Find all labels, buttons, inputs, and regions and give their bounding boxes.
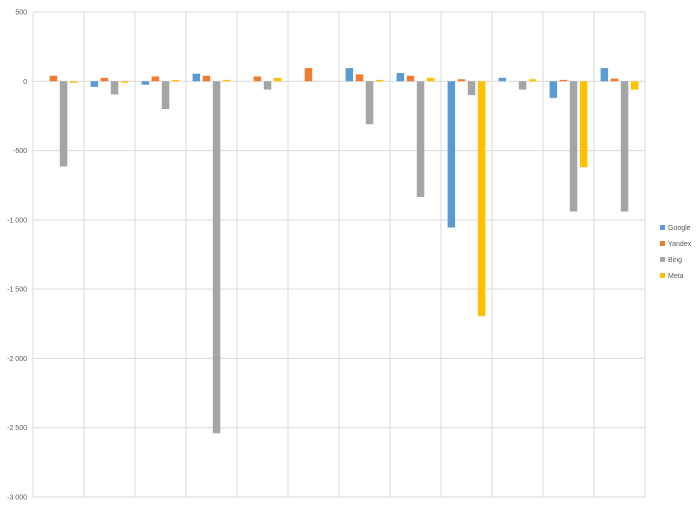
legend-swatch-google — [660, 225, 665, 230]
bar-yandex-4 — [202, 75, 211, 82]
bar-meta-4 — [222, 79, 231, 82]
bar-meta-2 — [120, 81, 129, 83]
bar-meta-1 — [69, 81, 78, 83]
bar-bing-11 — [569, 81, 578, 212]
grid-lines — [32, 11, 646, 498]
legend-swatch-bing — [660, 257, 665, 262]
bar-google-7 — [345, 68, 354, 82]
legend-swatch-meta — [660, 273, 665, 278]
bar-google-3 — [141, 81, 150, 85]
bar-yandex-1 — [49, 75, 58, 82]
legend-label-yandex: Yandex — [668, 241, 692, 248]
bar-google-9 — [447, 81, 456, 228]
bar-bing-3 — [161, 81, 170, 109]
y-tick-label: -500 — [13, 148, 27, 155]
bar-yandex-11 — [559, 79, 568, 82]
bar-yandex-12 — [610, 78, 619, 82]
bar-yandex-3 — [151, 76, 160, 82]
bar-google-11 — [549, 81, 558, 98]
bar-yandex-2 — [100, 77, 109, 82]
bar-bing-4 — [212, 81, 221, 434]
y-tick-label: -3 000 — [7, 495, 27, 502]
bar-yandex-6 — [304, 68, 313, 82]
bar-yandex-9 — [457, 79, 466, 82]
y-tick-label: -1 000 — [7, 217, 27, 224]
bar-meta-9 — [477, 81, 486, 317]
legend-label-bing: Bing — [668, 257, 682, 264]
y-tick-label: 500 — [15, 10, 27, 17]
bar-google-10 — [498, 77, 507, 82]
bar-bing-1 — [59, 81, 68, 167]
legend: Google Yandex Bing Meta — [660, 225, 692, 280]
bars — [49, 68, 639, 434]
bar-google-2 — [90, 81, 99, 87]
bar-google-8 — [396, 72, 405, 82]
bar-bing-10 — [518, 81, 527, 90]
bar-bing-2 — [110, 81, 119, 95]
bar-google-12 — [600, 68, 609, 82]
y-tick-label: -1 500 — [7, 287, 27, 294]
y-tick-label: -2 000 — [7, 356, 27, 363]
y-axis: 500 0 -500 -1 000 -1 500 -2 000 -2 500 -3 000 — [7, 10, 27, 502]
legend-swatch-yandex — [660, 241, 665, 246]
bar-meta-5 — [273, 77, 282, 82]
bar-meta-12 — [630, 81, 639, 90]
bar-yandex-7 — [355, 74, 364, 82]
y-tick-label: 0 — [23, 79, 27, 86]
bar-meta-11 — [579, 81, 588, 168]
bar-bing-8 — [416, 81, 425, 197]
bar-yandex-8 — [406, 75, 415, 82]
legend-label-google: Google — [668, 225, 691, 232]
bar-meta-7 — [375, 79, 384, 82]
bar-google-4 — [192, 73, 201, 82]
bar-meta-3 — [171, 79, 180, 82]
bar-bing-9 — [467, 81, 476, 96]
y-tick-label: -2 500 — [7, 425, 27, 432]
bar-meta-8 — [426, 77, 435, 82]
bar-meta-10 — [528, 79, 537, 82]
legend-label-meta: Meta — [668, 273, 684, 280]
bar-bing-7 — [365, 81, 374, 125]
bar-bing-12 — [620, 81, 629, 212]
bar-bing-5 — [263, 81, 272, 90]
bar-yandex-5 — [253, 76, 262, 82]
